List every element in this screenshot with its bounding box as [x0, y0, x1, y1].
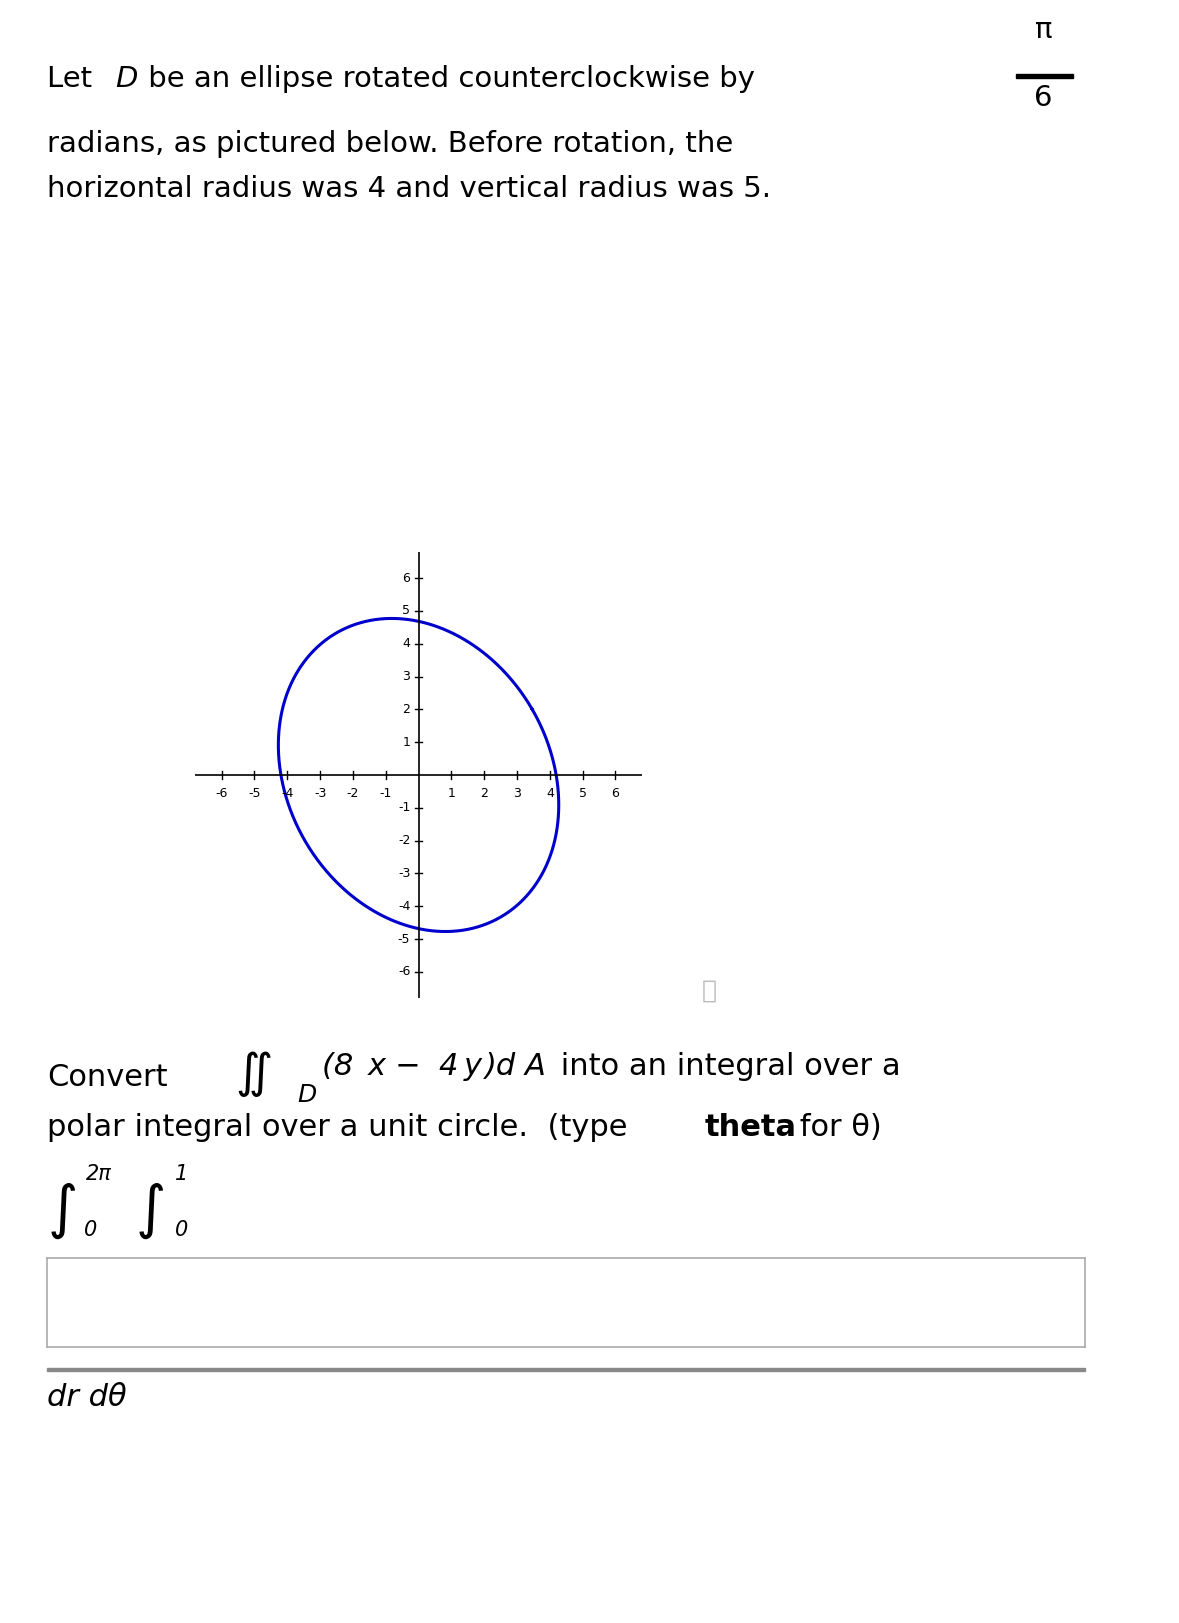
- Text: 6: 6: [612, 787, 619, 800]
- Text: 0: 0: [174, 1220, 187, 1240]
- Text: theta: theta: [705, 1113, 797, 1143]
- Text: 0: 0: [84, 1220, 97, 1240]
- Text: 2: 2: [402, 703, 410, 716]
- Text: 1: 1: [402, 735, 410, 748]
- Text: 3: 3: [513, 787, 521, 800]
- Text: π: π: [1035, 16, 1052, 44]
- Text: 5: 5: [579, 787, 587, 800]
- Text: -2: -2: [399, 834, 410, 847]
- Text: 2: 2: [480, 787, 488, 800]
- Text: ∫: ∫: [136, 1182, 166, 1238]
- Text: -3: -3: [399, 867, 410, 880]
- Text: for θ): for θ): [790, 1113, 882, 1143]
- Text: -6: -6: [216, 787, 228, 800]
- Text: y: y: [463, 1052, 481, 1081]
- Text: 4: 4: [439, 1052, 457, 1081]
- Text: polar integral over a unit circle.  (type: polar integral over a unit circle. (type: [47, 1113, 638, 1143]
- Text: -4: -4: [399, 899, 410, 912]
- Text: 6: 6: [402, 571, 410, 584]
- Text: radians, as pictured below. Before rotation, the: radians, as pictured below. Before rotat…: [47, 130, 733, 157]
- Text: D: D: [297, 1083, 316, 1107]
- Text: 6: 6: [1034, 84, 1053, 112]
- Text: -4: -4: [281, 787, 294, 800]
- Text: be an ellipse rotated counterclockwise by: be an ellipse rotated counterclockwise b…: [139, 65, 755, 93]
- Text: 🔍: 🔍: [702, 979, 717, 1003]
- Text: ∬: ∬: [236, 1052, 274, 1097]
- Text: )d: )d: [485, 1052, 516, 1081]
- Text: 3: 3: [402, 670, 410, 683]
- Text: 4: 4: [546, 787, 554, 800]
- Text: Let: Let: [47, 65, 101, 93]
- Text: -2: -2: [347, 787, 360, 800]
- Text: -1: -1: [399, 802, 410, 815]
- Text: -5: -5: [249, 787, 261, 800]
- Text: 1: 1: [174, 1164, 187, 1183]
- Text: ∫: ∫: [47, 1182, 78, 1238]
- Text: horizontal radius was 4 and vertical radius was 5.: horizontal radius was 4 and vertical rad…: [47, 175, 771, 203]
- Text: -3: -3: [314, 787, 327, 800]
- Text: 4: 4: [402, 638, 410, 651]
- Text: 1: 1: [447, 787, 455, 800]
- Text: Convert: Convert: [47, 1063, 167, 1092]
- Text: 5: 5: [402, 604, 410, 617]
- Text: into an integral over a: into an integral over a: [551, 1052, 901, 1081]
- Text: D: D: [116, 65, 138, 93]
- Text: 2π: 2π: [86, 1164, 112, 1183]
- Text: x: x: [368, 1052, 386, 1081]
- Text: -6: -6: [399, 966, 410, 979]
- Text: -5: -5: [397, 933, 410, 946]
- Text: A: A: [525, 1052, 546, 1081]
- Text: dr dθ: dr dθ: [47, 1383, 127, 1412]
- Text: −: −: [389, 1052, 427, 1081]
- Text: -1: -1: [380, 787, 391, 800]
- Text: (8: (8: [322, 1052, 360, 1081]
